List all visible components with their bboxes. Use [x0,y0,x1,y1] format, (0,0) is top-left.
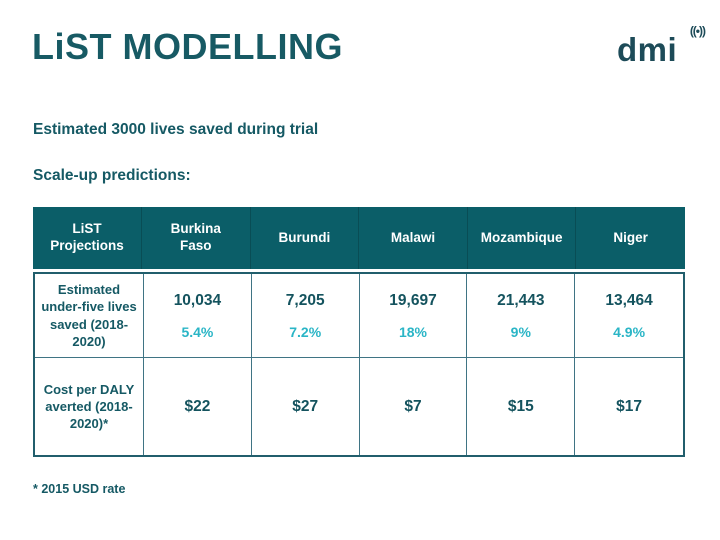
cost-value: $7 [404,397,422,415]
cost-cell-niger: $17 [575,358,683,455]
lives-saved-percent: 5.4% [181,323,214,340]
cost-value: $17 [616,397,643,415]
header-cell-list-projections: LiST Projections [33,207,142,269]
lives-saved-value: 21,443 [497,291,545,309]
table-body: Estimated under-five lives saved (2018-2… [33,272,685,457]
lives-saved-cell-mozambique: 21,443 9% [467,274,576,358]
usd-rate-footnote: * 2015 USD rate [33,482,126,496]
header-cell-niger: Niger [576,207,685,269]
dmi-logo: ((•)) dmi [617,24,706,68]
header-label: LiST Projections [50,221,124,253]
cost-cell-mozambique: $15 [467,358,576,455]
header-label: Burundi [278,229,331,245]
header-cell-mozambique: Mozambique [468,207,577,269]
row-label-cost-per-daly: Cost per DALY averted (2018-2020)* [35,358,144,455]
lives-saved-value: 10,034 [173,291,222,309]
cost-value: $15 [507,397,534,415]
lives-saved-value: 7,205 [285,291,325,309]
cost-cell-burkina-faso: $22 [144,358,252,455]
lives-saved-value: 19,697 [389,291,437,309]
lives-saved-cell-burkina-faso: 10,034 5.4% [144,274,252,358]
lives-saved-cell-burundi: 7,205 7.2% [251,274,360,358]
lives-saved-value: 13,464 [605,291,653,309]
lives-saved-percent: 18% [398,323,427,340]
header-label: Mozambique [480,229,563,245]
cost-value: $27 [292,397,319,415]
lives-saved-percent: 9% [510,323,531,340]
page-title: LiST MODELLING [32,26,343,67]
trial-lives-saved-text: Estimated 3000 lives saved during trial [33,121,319,138]
scale-up-predictions-label: Scale-up predictions: [33,167,191,184]
lives-saved-cell-niger: 13,464 4.9% [575,274,683,358]
header-label: Burkina Faso [170,221,221,253]
header-cell-burundi: Burundi [251,207,360,269]
cost-cell-malawi: $7 [359,358,468,455]
lives-saved-percent: 4.9% [613,323,646,340]
dmi-logo-text: dmi [617,31,678,68]
cost-cell-burundi: $27 [251,358,360,455]
lives-saved-percent: 7.2% [289,323,322,340]
header-label: Malawi [390,229,436,245]
broadcast-icon: ((•)) [689,24,706,38]
header-cell-burkina-faso: Burkina Faso [142,207,251,269]
header-cell-malawi: Malawi [359,207,468,269]
table-header-row: LiST Projections Burkina Faso Burundi Ma… [33,207,685,269]
row-label-lives-saved: Estimated under-five lives saved (2018-2… [35,274,144,358]
header-label: Niger [613,229,648,245]
cost-value: $22 [184,397,211,415]
projections-table: LiST Projections Burkina Faso Burundi Ma… [33,207,685,457]
lives-saved-cell-malawi: 19,697 18% [359,274,468,358]
